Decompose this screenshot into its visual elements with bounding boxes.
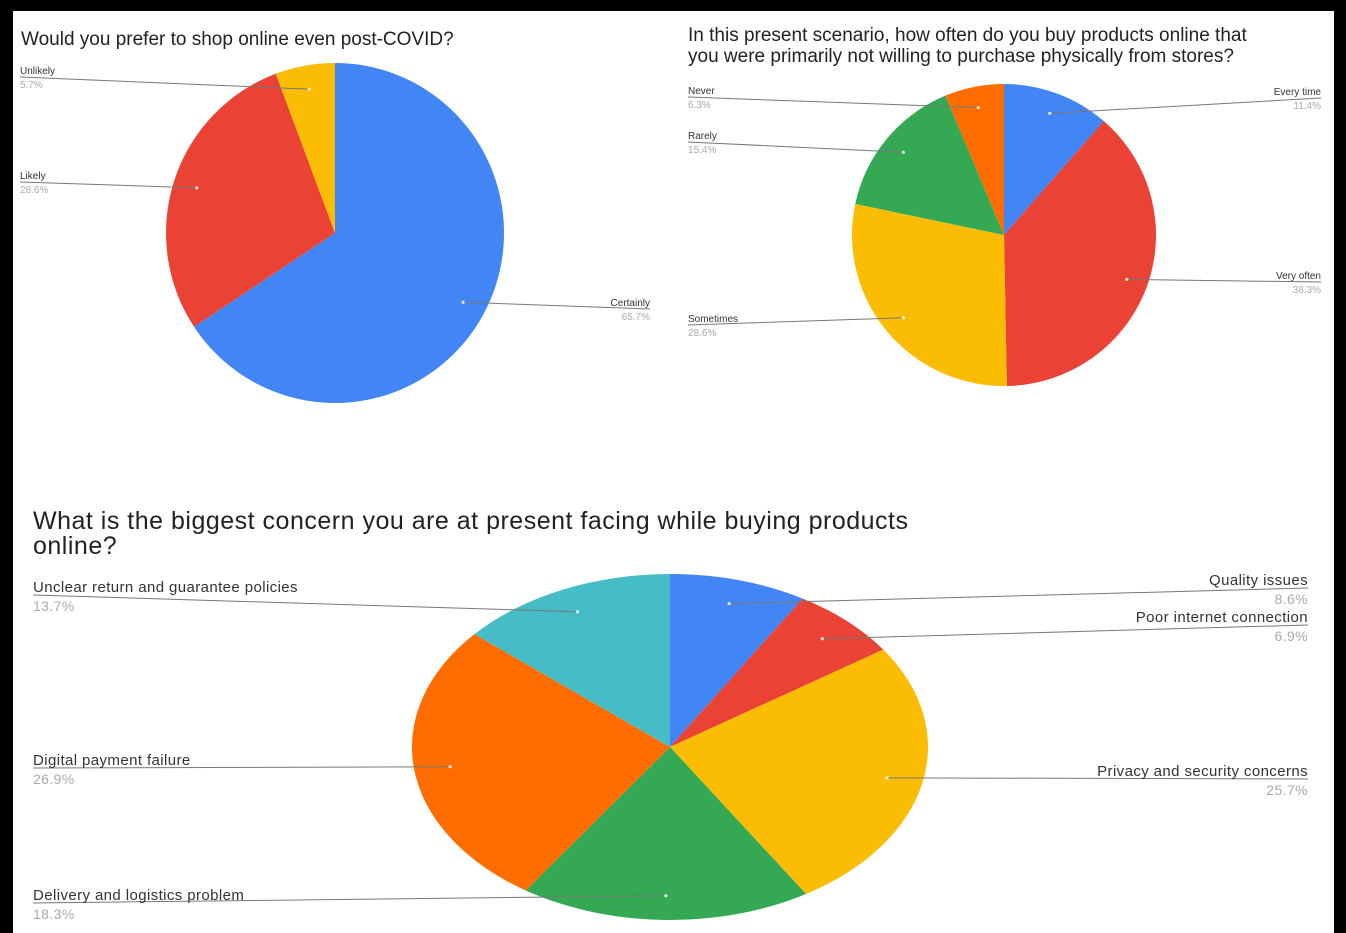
slice-value-every-time: 11.4% bbox=[1293, 101, 1321, 112]
leader-dot-rarely bbox=[901, 150, 905, 154]
leader-line-privacy-and-security-concerns bbox=[887, 777, 1309, 780]
pie-slice-delivery-and-logistics-problem bbox=[525, 747, 807, 920]
leader-line-quality-issues bbox=[729, 587, 1309, 605]
slice-label-rarely: Rarely bbox=[688, 131, 717, 142]
leader-line-delivery-and-logistics-problem bbox=[32, 895, 666, 904]
slice-value-quality-issues: 8.6% bbox=[1274, 591, 1308, 607]
slice-value-delivery-and-logistics-problem: 18.3% bbox=[33, 906, 75, 922]
leader-dot-unclear-return-and-guarantee-policies bbox=[575, 610, 580, 614]
pie-slice-likely bbox=[166, 73, 335, 327]
leader-line-likely bbox=[19, 181, 197, 189]
leader-line-never bbox=[687, 96, 979, 109]
leader-dot-sometimes bbox=[901, 316, 905, 320]
slice-value-unlikely: 5.7% bbox=[20, 80, 43, 91]
slice-label-very-often: Very often bbox=[1276, 271, 1321, 282]
pie-slice-never bbox=[945, 84, 1004, 235]
slice-label-unlikely: Unlikely bbox=[20, 66, 55, 77]
pie-slice-unclear-return-and-guarantee-policies bbox=[474, 574, 670, 747]
pie-slice-quality-issues bbox=[670, 574, 803, 747]
pie-slice-certainly bbox=[194, 63, 504, 403]
slice-value-very-often: 38.3% bbox=[1293, 285, 1321, 296]
chart-title: What is the biggest concern you are at p… bbox=[33, 507, 916, 560]
leader-line-unclear-return-and-guarantee-policies bbox=[32, 594, 578, 613]
chart-biggest-concern: What is the biggest concern you are at p… bbox=[32, 507, 1309, 922]
charts-svg: Would you prefer to shop online even pos… bbox=[19, 25, 1322, 922]
chart-shop-online-post-covid: Would you prefer to shop online even pos… bbox=[19, 29, 651, 403]
leader-line-sometimes bbox=[687, 317, 904, 326]
charts-canvas: Would you prefer to shop online even pos… bbox=[13, 11, 1334, 933]
leader-dot-quality-issues bbox=[727, 602, 731, 606]
leader-line-rarely bbox=[687, 141, 904, 153]
slice-label-never: Never bbox=[688, 86, 715, 97]
leader-dot-digital-payment-failure bbox=[448, 765, 452, 769]
slice-value-certainly: 65.7% bbox=[622, 312, 650, 323]
slice-value-privacy-and-security-concerns: 25.7% bbox=[1266, 782, 1308, 798]
slice-label-poor-internet-connection: Poor internet connection bbox=[1136, 609, 1308, 626]
slice-label-unclear-return-and-guarantee-policies: Unclear return and guarantee policies bbox=[33, 579, 298, 596]
slice-label-every-time: Every time bbox=[1274, 87, 1322, 98]
slice-label-certainly: Certainly bbox=[611, 298, 650, 309]
leader-line-unlikely bbox=[19, 76, 310, 90]
slice-value-poor-internet-connection: 6.9% bbox=[1274, 628, 1308, 644]
leader-dot-poor-internet-connection bbox=[820, 637, 824, 641]
slice-value-unclear-return-and-guarantee-policies: 13.7% bbox=[33, 598, 75, 614]
leader-line-poor-internet-connection bbox=[822, 624, 1309, 640]
pie-slice-every-time bbox=[1004, 84, 1104, 235]
leader-dot-delivery-and-logistics-problem bbox=[664, 894, 668, 898]
pie-slice-rarely bbox=[855, 95, 1004, 235]
leader-dot-every-time bbox=[1048, 111, 1052, 115]
leader-dot-never bbox=[976, 106, 980, 110]
leader-line-every-time bbox=[1049, 97, 1322, 114]
chart-title: Would you prefer to shop online even pos… bbox=[21, 29, 454, 50]
chart-title: In this present scenario, how often do y… bbox=[688, 25, 1252, 67]
slice-label-quality-issues: Quality issues bbox=[1209, 572, 1308, 589]
leader-dot-likely bbox=[195, 186, 199, 190]
pie-slice-privacy-and-security-concerns bbox=[670, 649, 928, 894]
pie-slice-sometimes bbox=[852, 203, 1007, 386]
leader-line-digital-payment-failure bbox=[32, 766, 451, 769]
leader-line-certainly bbox=[462, 301, 651, 310]
slice-label-sometimes: Sometimes bbox=[688, 314, 738, 325]
leader-dot-unlikely bbox=[307, 87, 311, 91]
slice-value-sometimes: 28.6% bbox=[688, 328, 716, 339]
slice-label-delivery-and-logistics-problem: Delivery and logistics problem bbox=[33, 887, 244, 904]
slice-label-digital-payment-failure: Digital payment failure bbox=[33, 752, 191, 769]
slice-value-likely: 28.6% bbox=[20, 185, 48, 196]
leader-line-very-often bbox=[1126, 278, 1322, 283]
chart-purchase-frequency: In this present scenario, how often do y… bbox=[687, 25, 1322, 386]
slice-label-likely: Likely bbox=[20, 171, 46, 182]
pie-slice-very-often bbox=[1004, 121, 1157, 386]
slice-value-rarely: 15.4% bbox=[688, 145, 716, 156]
leader-dot-certainly bbox=[461, 300, 465, 304]
leader-dot-very-often bbox=[1125, 277, 1129, 281]
pie-slice-digital-payment-failure bbox=[412, 634, 670, 891]
pie-slice-unlikely bbox=[275, 63, 335, 233]
slice-value-digital-payment-failure: 26.9% bbox=[33, 771, 75, 787]
slice-value-never: 6.3% bbox=[688, 100, 711, 111]
slice-label-privacy-and-security-concerns: Privacy and security concerns bbox=[1097, 763, 1308, 780]
pie-slice-poor-internet-connection bbox=[670, 598, 884, 747]
leader-dot-privacy-and-security-concerns bbox=[885, 776, 889, 780]
